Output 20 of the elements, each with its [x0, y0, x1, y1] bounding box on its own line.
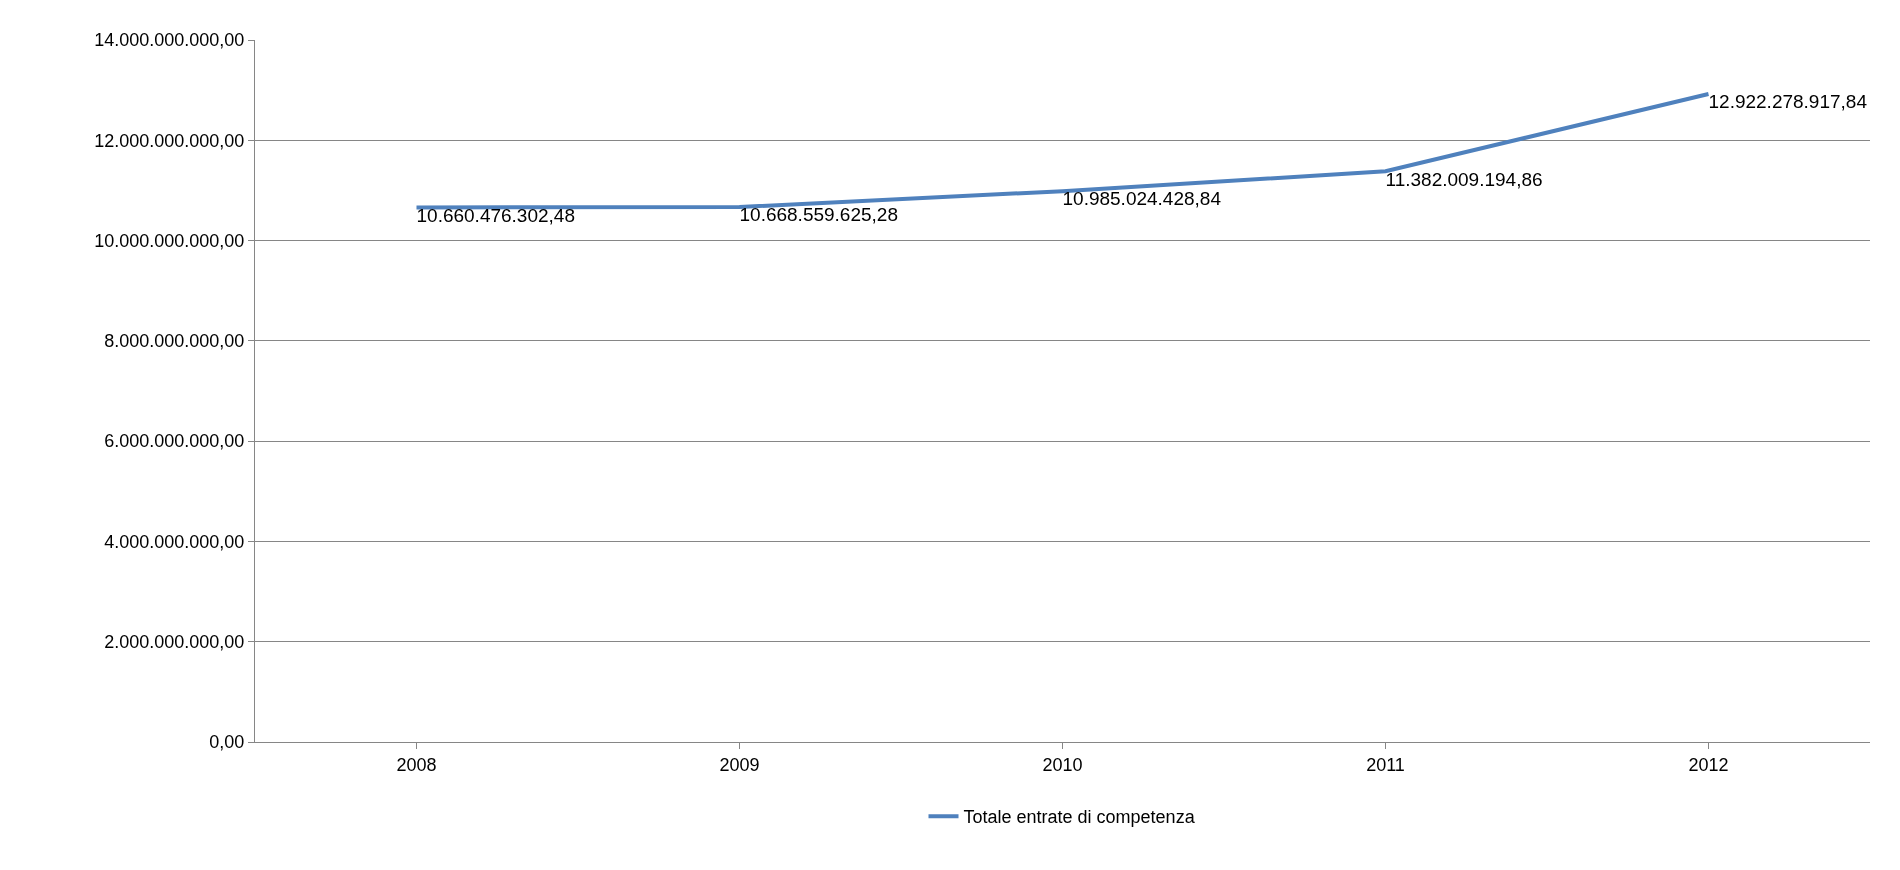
x-tick-label: 2010 [1042, 754, 1083, 775]
x-tick-label: 2012 [1688, 754, 1729, 775]
data-label: 10.985.024.428,84 [1062, 188, 1222, 210]
y-tick-label: 4.000.000.000,00 [104, 531, 245, 552]
data-label: 11.382.009.194,86 [1385, 168, 1543, 190]
y-tick-label: 0,00 [209, 732, 245, 753]
y-tick-label: 8.000.000.000,00 [104, 331, 245, 352]
line-series [414, 92, 1711, 210]
x-tick-label: 2008 [396, 754, 437, 775]
data-label: 10.660.476.302,48 [416, 204, 575, 226]
x-tick-label: 2011 [1366, 754, 1405, 775]
data-label: 10.668.559.625,28 [739, 204, 898, 226]
x-tick-label: 2009 [719, 754, 760, 775]
y-tick-label: 10.000.000.000,00 [94, 230, 245, 251]
y-tick-label: 12.000.000.000,00 [94, 130, 245, 151]
data-label: 12.922.278.917,84 [1708, 91, 1868, 113]
y-tick-label: 6.000.000.000,00 [104, 431, 245, 452]
y-tick-label: 2.000.000.000,00 [104, 632, 245, 653]
y-tick-label: 14.000.000.000,00 [94, 30, 245, 51]
legend-label: Totale entrate di competenza [963, 807, 1196, 828]
